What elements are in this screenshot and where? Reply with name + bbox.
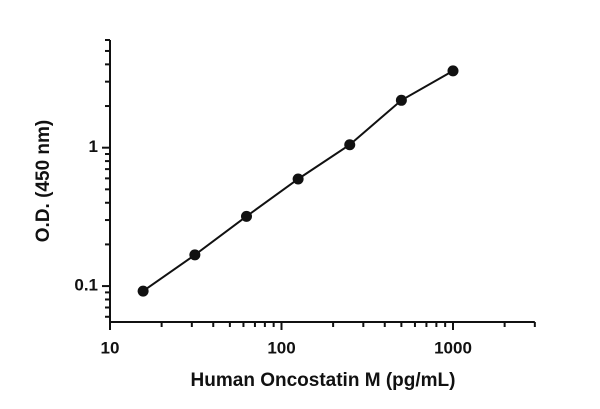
x-axis-title: Human Oncostatin M (pg/mL) [191, 370, 456, 391]
data-point [344, 139, 356, 151]
data-point [292, 173, 304, 185]
x-tick-label: 10 [101, 338, 120, 357]
data-point [137, 285, 149, 297]
y-tick-label: 1 [89, 137, 98, 156]
data-point [395, 94, 407, 106]
x-tick-label: 1000 [434, 338, 472, 357]
y-tick-label: 0.1 [74, 276, 98, 295]
x-tick-label: 100 [267, 338, 295, 357]
data-point [189, 249, 201, 261]
data-point [447, 65, 459, 77]
data-point [240, 210, 252, 222]
y-axis-title: O.D. (450 nm) [33, 120, 54, 242]
